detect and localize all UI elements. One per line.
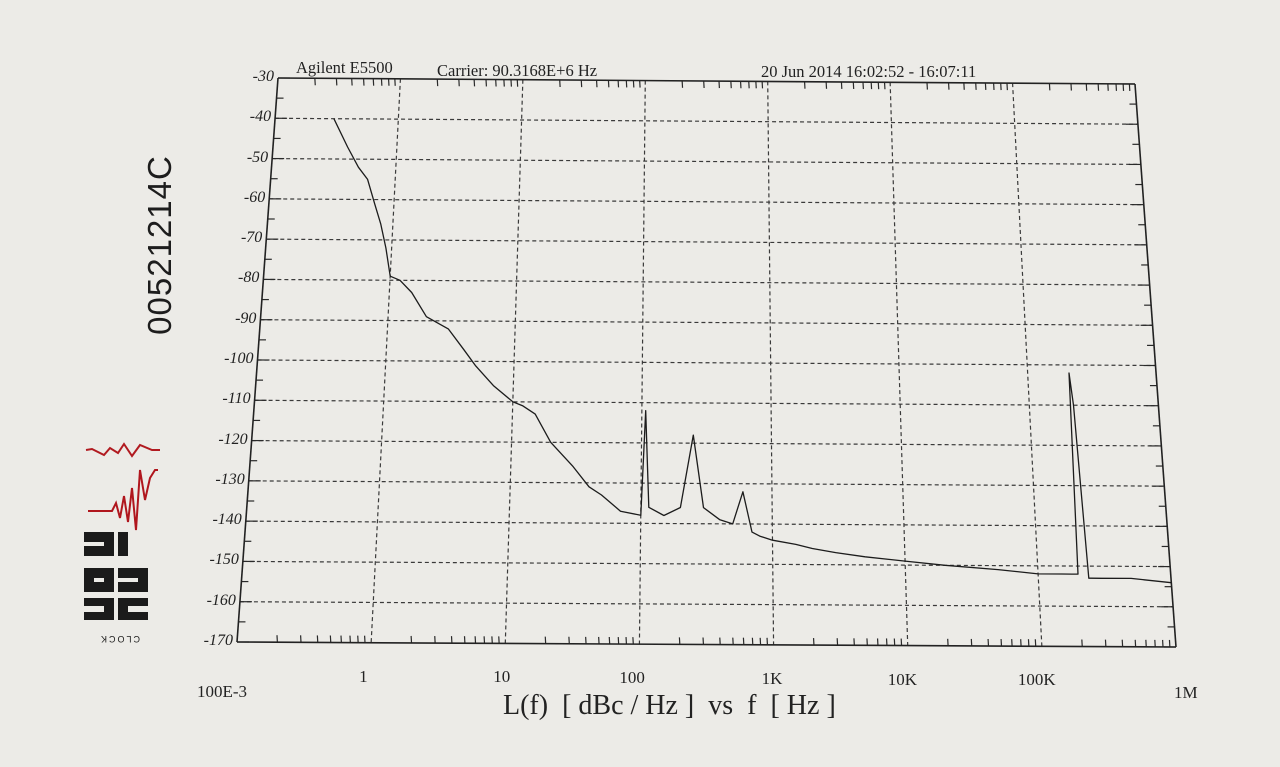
x-tick-label: 10 bbox=[493, 667, 511, 687]
frame-top bbox=[277, 77, 1136, 85]
logo-letter-block bbox=[84, 598, 114, 606]
instrument-label: Agilent E5500 bbox=[296, 58, 393, 77]
y-tick-label: -80 bbox=[238, 269, 260, 287]
logo-letter-block bbox=[84, 568, 114, 578]
plot-grid bbox=[237, 77, 1176, 648]
grid-line-horizontal bbox=[242, 560, 1171, 568]
y-tick-label: -110 bbox=[222, 390, 251, 408]
grid-line-horizontal bbox=[254, 399, 1159, 407]
logo-letter-block bbox=[118, 612, 148, 620]
y-tick-label: -120 bbox=[218, 430, 248, 448]
pulse-line-icon bbox=[88, 469, 158, 531]
pulse-trace-icon bbox=[85, 442, 160, 458]
logo-letter-block bbox=[104, 532, 114, 556]
grid-line-horizontal bbox=[266, 238, 1147, 246]
x-tick-label: 100E-3 bbox=[197, 682, 248, 701]
y-tick-label: -50 bbox=[246, 148, 269, 166]
grid-line-horizontal bbox=[260, 319, 1153, 326]
grid-line-vertical bbox=[504, 79, 524, 644]
grid-line-horizontal bbox=[275, 117, 1138, 125]
logo-letter-block bbox=[118, 598, 128, 620]
series-layer bbox=[333, 118, 1172, 584]
grid-line-horizontal bbox=[263, 278, 1150, 286]
y-tick-label: -160 bbox=[206, 591, 236, 609]
logo-graphic: CLOCK bbox=[84, 469, 158, 644]
logo-letter-block bbox=[84, 546, 114, 556]
y-tick-label: -150 bbox=[209, 551, 239, 569]
frame-right bbox=[1134, 83, 1177, 648]
x-tick-label: 1K bbox=[761, 668, 783, 688]
grid-line-horizontal bbox=[248, 480, 1165, 487]
x-axis-label: L(f) [ dBc / Hz ] vs f [ Hz ] bbox=[503, 690, 836, 721]
y-tick-label: -90 bbox=[235, 309, 257, 327]
x-tick-label: 100 bbox=[619, 668, 645, 688]
pulsar-clock-logo bbox=[84, 430, 160, 642]
logo-letter-block bbox=[118, 598, 148, 606]
y-tick-label: -130 bbox=[215, 470, 245, 488]
grid-line-horizontal bbox=[257, 359, 1156, 367]
frame-left bbox=[236, 77, 279, 643]
plot-frame bbox=[236, 77, 1177, 648]
x-tick-label: 1 bbox=[359, 666, 368, 686]
grid-line-horizontal bbox=[272, 157, 1141, 166]
y-tick-label: -100 bbox=[224, 350, 254, 367]
y-tick-label: -40 bbox=[249, 108, 272, 126]
grid-line-horizontal bbox=[269, 198, 1144, 206]
logo-letter-block bbox=[118, 532, 128, 556]
x-tick-label: 10K bbox=[887, 669, 917, 689]
logo-letter-block bbox=[118, 582, 148, 592]
grid-line-horizontal bbox=[239, 601, 1174, 608]
phase-noise-trace bbox=[333, 118, 1172, 584]
y-tick-label: -30 bbox=[252, 68, 274, 85]
datetime-label: 20 Jun 2014 16:02:52 - 16:07:11 bbox=[761, 62, 977, 81]
logo-letter-block bbox=[104, 598, 114, 620]
logo-letter-block bbox=[104, 568, 114, 592]
logo-letter-block bbox=[84, 568, 94, 592]
y-tick-label: -170 bbox=[203, 632, 233, 649]
x-tick-label: 1M bbox=[1174, 683, 1198, 702]
logo-subtitle: CLOCK bbox=[99, 634, 140, 644]
carrier-label: Carrier: 90.3168E+6 Hz bbox=[437, 61, 598, 80]
grid-line-horizontal bbox=[245, 520, 1168, 527]
grid-line-vertical bbox=[638, 80, 646, 645]
logo-letter-block bbox=[118, 568, 148, 578]
grid-line-vertical bbox=[1011, 83, 1043, 647]
x-tick-label: 100K bbox=[1017, 670, 1056, 690]
y-tick-label: -70 bbox=[240, 229, 263, 247]
logo-letter-block bbox=[84, 612, 114, 620]
frame-bottom bbox=[236, 641, 1177, 648]
grid-line-horizontal bbox=[251, 439, 1162, 447]
y-tick-label: -140 bbox=[212, 511, 242, 529]
grid-line-vertical bbox=[889, 82, 909, 646]
logo-letter-block bbox=[84, 582, 114, 592]
logo-letter-block bbox=[84, 532, 114, 542]
logo-letter-block bbox=[138, 568, 148, 592]
y-tick-label: -60 bbox=[243, 188, 266, 206]
